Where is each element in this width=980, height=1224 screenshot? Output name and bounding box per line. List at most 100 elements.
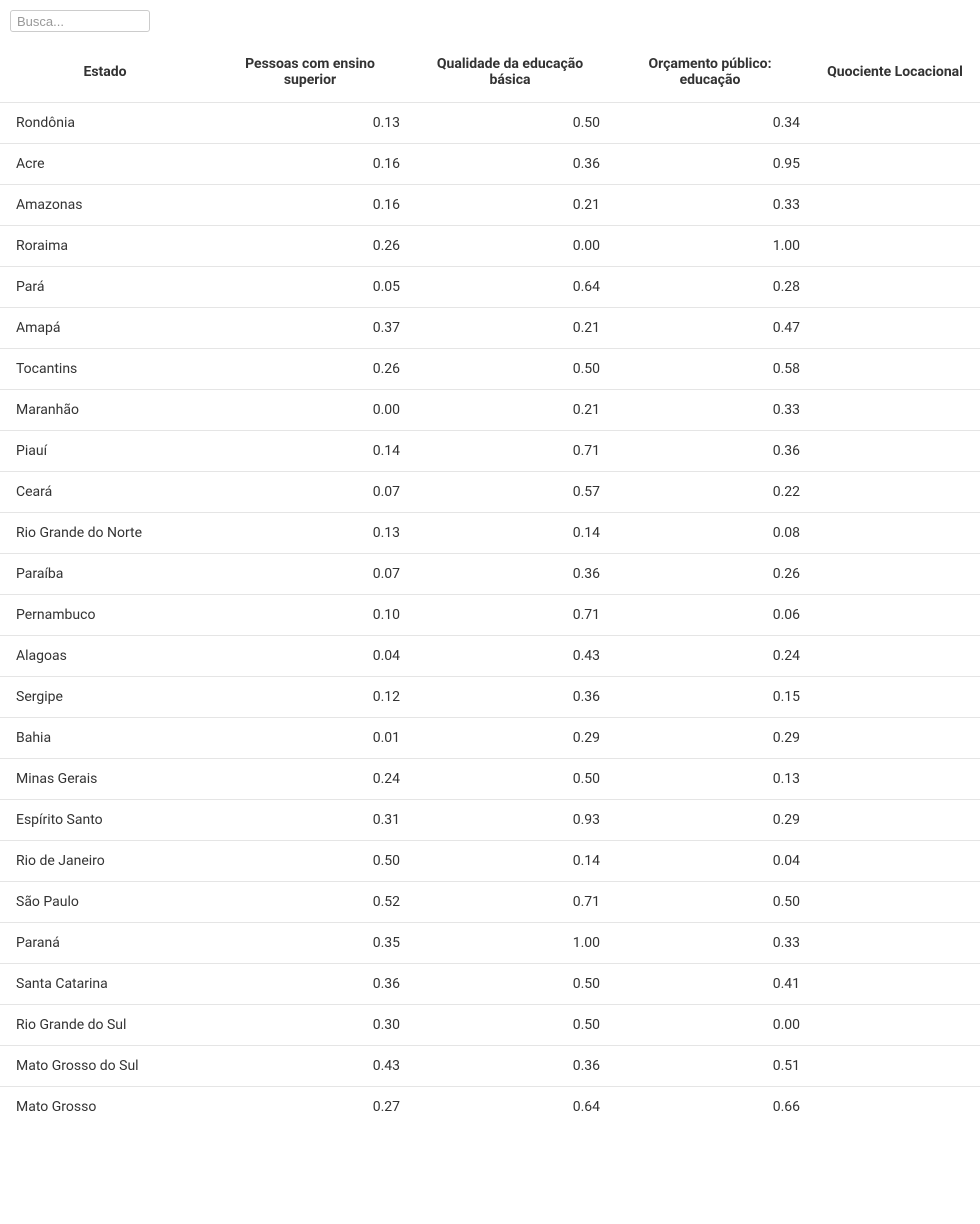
cell-qualidade: 0.21 (410, 308, 610, 349)
cell-orcamento: 0.33 (610, 185, 810, 226)
cell-orcamento: 0.29 (610, 800, 810, 841)
cell-qualidade: 0.36 (410, 1046, 610, 1087)
header-pessoas[interactable]: Pessoas com ensino superior (210, 42, 410, 103)
cell-qualidade: 0.36 (410, 677, 610, 718)
cell-quociente (810, 636, 980, 677)
cell-qualidade: 0.64 (410, 267, 610, 308)
cell-quociente (810, 226, 980, 267)
cell-orcamento: 0.34 (610, 103, 810, 144)
cell-qualidade: 0.00 (410, 226, 610, 267)
cell-quociente (810, 841, 980, 882)
table-row: Sergipe0.120.360.15 (0, 677, 980, 718)
header-orcamento[interactable]: Orçamento público: educação (610, 42, 810, 103)
table-row: Alagoas0.040.430.24 (0, 636, 980, 677)
table-header: Estado Pessoas com ensino superior Quali… (0, 42, 980, 103)
cell-pessoas: 0.16 (210, 185, 410, 226)
cell-estado: Minas Gerais (0, 759, 210, 800)
cell-quociente (810, 800, 980, 841)
cell-qualidade: 0.71 (410, 882, 610, 923)
cell-pessoas: 0.00 (210, 390, 410, 431)
table-row: Tocantins0.260.500.58 (0, 349, 980, 390)
cell-qualidade: 0.29 (410, 718, 610, 759)
cell-quociente (810, 595, 980, 636)
table-body: Rondônia0.130.500.34Acre0.160.360.95Amaz… (0, 103, 980, 1128)
cell-qualidade: 0.50 (410, 1005, 610, 1046)
cell-estado: Paraná (0, 923, 210, 964)
cell-pessoas: 0.27 (210, 1087, 410, 1128)
cell-orcamento: 0.08 (610, 513, 810, 554)
cell-orcamento: 0.33 (610, 923, 810, 964)
table-row: Pernambuco0.100.710.06 (0, 595, 980, 636)
cell-estado: Pará (0, 267, 210, 308)
cell-pessoas: 0.37 (210, 308, 410, 349)
cell-orcamento: 0.22 (610, 472, 810, 513)
cell-quociente (810, 554, 980, 595)
cell-estado: Espírito Santo (0, 800, 210, 841)
table-row: Roraima0.260.001.00 (0, 226, 980, 267)
table-row: Minas Gerais0.240.500.13 (0, 759, 980, 800)
cell-pessoas: 0.10 (210, 595, 410, 636)
table-row: Mato Grosso0.270.640.66 (0, 1087, 980, 1128)
table-row: Paraná0.351.000.33 (0, 923, 980, 964)
cell-quociente (810, 882, 980, 923)
cell-orcamento: 0.51 (610, 1046, 810, 1087)
cell-estado: Maranhão (0, 390, 210, 431)
cell-qualidade: 0.36 (410, 144, 610, 185)
cell-quociente (810, 103, 980, 144)
cell-estado: Acre (0, 144, 210, 185)
cell-orcamento: 0.15 (610, 677, 810, 718)
search-input[interactable] (10, 10, 150, 32)
cell-orcamento: 0.50 (610, 882, 810, 923)
cell-estado: Rondônia (0, 103, 210, 144)
table-row: Maranhão0.000.210.33 (0, 390, 980, 431)
table-row: Amazonas0.160.210.33 (0, 185, 980, 226)
cell-quociente (810, 349, 980, 390)
cell-pessoas: 0.30 (210, 1005, 410, 1046)
cell-pessoas: 0.26 (210, 226, 410, 267)
cell-estado: Bahia (0, 718, 210, 759)
table-row: Pará0.050.640.28 (0, 267, 980, 308)
cell-pessoas: 0.13 (210, 103, 410, 144)
cell-estado: Sergipe (0, 677, 210, 718)
cell-pessoas: 0.35 (210, 923, 410, 964)
cell-pessoas: 0.52 (210, 882, 410, 923)
cell-qualidade: 0.36 (410, 554, 610, 595)
table-row: Espírito Santo0.310.930.29 (0, 800, 980, 841)
cell-qualidade: 0.50 (410, 103, 610, 144)
cell-quociente (810, 759, 980, 800)
cell-estado: Rio Grande do Norte (0, 513, 210, 554)
cell-qualidade: 0.71 (410, 595, 610, 636)
cell-estado: Pernambuco (0, 595, 210, 636)
cell-pessoas: 0.31 (210, 800, 410, 841)
table-row: São Paulo0.520.710.50 (0, 882, 980, 923)
header-qualidade[interactable]: Qualidade da educação básica (410, 42, 610, 103)
cell-pessoas: 0.01 (210, 718, 410, 759)
cell-orcamento: 0.29 (610, 718, 810, 759)
cell-estado: Piauí (0, 431, 210, 472)
cell-pessoas: 0.13 (210, 513, 410, 554)
cell-orcamento: 1.00 (610, 226, 810, 267)
cell-quociente (810, 308, 980, 349)
cell-estado: Amapá (0, 308, 210, 349)
cell-qualidade: 0.93 (410, 800, 610, 841)
header-quociente[interactable]: Quociente Locacional (810, 42, 980, 103)
cell-orcamento: 0.06 (610, 595, 810, 636)
cell-orcamento: 0.47 (610, 308, 810, 349)
cell-pessoas: 0.07 (210, 554, 410, 595)
cell-estado: Alagoas (0, 636, 210, 677)
cell-pessoas: 0.50 (210, 841, 410, 882)
table-row: Rio Grande do Sul0.300.500.00 (0, 1005, 980, 1046)
cell-qualidade: 0.14 (410, 513, 610, 554)
table-row: Rondônia0.130.500.34 (0, 103, 980, 144)
header-estado[interactable]: Estado (0, 42, 210, 103)
cell-orcamento: 0.13 (610, 759, 810, 800)
cell-estado: Amazonas (0, 185, 210, 226)
table-row: Rio Grande do Norte0.130.140.08 (0, 513, 980, 554)
cell-estado: Rio de Janeiro (0, 841, 210, 882)
cell-estado: Tocantins (0, 349, 210, 390)
table-row: Piauí0.140.710.36 (0, 431, 980, 472)
cell-pessoas: 0.07 (210, 472, 410, 513)
cell-qualidade: 0.57 (410, 472, 610, 513)
cell-pessoas: 0.26 (210, 349, 410, 390)
table-row: Bahia0.010.290.29 (0, 718, 980, 759)
